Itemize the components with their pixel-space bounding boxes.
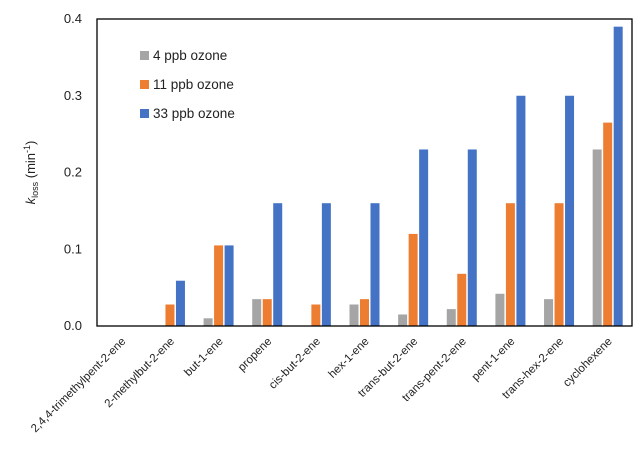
bar (592, 149, 602, 326)
x-tick-label: 2,4,4-trimethylpent-2-ene (29, 336, 128, 435)
x-tick-label: cyclohexene (561, 336, 615, 390)
y-axis-ticks: 0.0 0.1 0.2 0.3 0.4 (64, 11, 82, 333)
bars (165, 26, 623, 327)
bar (224, 245, 234, 326)
plot-frame (96, 18, 633, 327)
y-tick-label: 0.2 (64, 165, 82, 180)
bar (175, 280, 185, 326)
y-axis-label: kloss (min-1) (22, 141, 40, 205)
bar (495, 293, 505, 326)
bar (398, 314, 408, 326)
legend-swatch (140, 80, 149, 89)
legend-swatch (140, 109, 149, 118)
bar (408, 233, 418, 326)
x-tick-label: pent-1-ene (470, 336, 518, 384)
bar (370, 203, 380, 326)
bar (214, 245, 224, 326)
bar (165, 304, 175, 326)
x-tick-label: but-1-ene (182, 336, 225, 379)
bar (467, 149, 477, 326)
bar (516, 95, 526, 326)
bar (349, 304, 359, 326)
bar (603, 122, 613, 326)
legend-label: 4 ppb ozone (153, 48, 227, 63)
legend-label: 11 ppb ozone (153, 77, 234, 92)
x-tick-label: hex-1-ene (327, 336, 372, 381)
bar (419, 149, 429, 326)
bar (273, 203, 283, 326)
bar (457, 273, 467, 326)
bar (252, 299, 262, 326)
legend: 4 ppb ozone 11 ppb ozone 33 ppb ozone (140, 48, 235, 121)
y-tick-label: 0.3 (64, 88, 82, 103)
bar (505, 203, 515, 326)
legend-swatch (140, 51, 149, 60)
y-axis-title: kloss (min-1) (22, 141, 40, 205)
bar (554, 203, 564, 326)
axes (96, 18, 633, 327)
y-tick-label: 0.4 (64, 11, 82, 26)
bar (360, 299, 369, 326)
x-axis-tick-labels: 2,4,4-trimethylpent-2-ene2-methylbut-2-e… (29, 336, 615, 435)
bar (565, 95, 575, 326)
x-tick-label: cis-but-2-ene (267, 336, 323, 392)
bar (311, 304, 321, 326)
bar (203, 318, 213, 326)
legend-label: 33 ppb ozone (153, 106, 235, 121)
bar (544, 299, 554, 326)
bar (613, 26, 623, 327)
y-tick-label: 0.1 (64, 241, 82, 256)
bar (321, 203, 331, 326)
bar (262, 299, 272, 326)
bar (446, 309, 456, 326)
x-tick-label: propene (236, 336, 274, 374)
y-tick-label: 0.0 (64, 318, 82, 333)
